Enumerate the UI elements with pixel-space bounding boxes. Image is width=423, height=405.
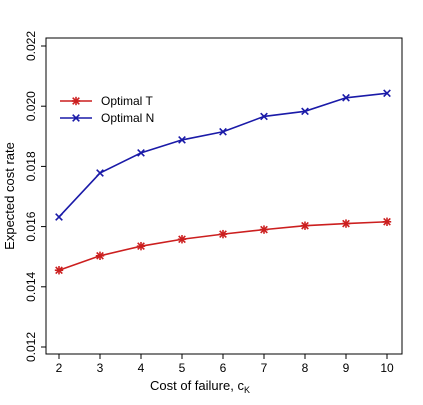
x-axis: 2 3 4 5 6 7 8 9 10 [56,354,394,375]
plot-frame [45,37,403,355]
data-point-cross [383,89,391,98]
data-point-asterisk [382,217,392,226]
y-axis: 0.012 0.014 0.016 0.018 0.020 0.022 [24,31,46,362]
data-point-cross [342,93,350,102]
data-point-asterisk [341,219,351,228]
data-point-asterisk [54,266,64,275]
data-point-cross [219,127,227,136]
y-axis-title: Expected cost rate [2,142,17,250]
data-point-asterisk [136,241,146,251]
y-tick-label: 0.020 [24,91,38,121]
x-tick-label: 5 [179,361,186,375]
data-point-asterisk [300,221,310,230]
x-tick-label: 3 [97,361,104,375]
legend-marker [71,96,81,106]
x-tick-label: 10 [380,361,394,375]
data-point-asterisk [177,235,187,244]
data-point-cross [137,148,145,157]
data-point-asterisk [95,251,105,260]
data-point-cross [301,107,309,116]
data-point-cross [260,112,268,121]
data-point-asterisk [259,225,269,234]
y-tick-label: 0.014 [24,271,38,301]
x-tick-label: 9 [343,361,350,375]
legend: Optimal T Optimal N [60,94,154,125]
series-line-asterisk [58,220,388,271]
x-tick-label: 2 [56,361,63,375]
x-tick-label: 4 [138,361,145,375]
legend-label: Optimal N [101,111,154,125]
x-tick-label: 8 [302,361,309,375]
data-point-cross [55,213,63,221]
legend-marker [72,114,80,122]
y-tick-label: 0.018 [24,151,38,181]
legend-label: Optimal T [101,94,153,108]
x-tick-label: 7 [261,361,268,375]
data-point-asterisk [218,229,228,239]
x-axis-title-main: Cost of failure, c [150,378,244,393]
x-axis-title-subscript: K [244,385,250,395]
x-tick-label: 6 [220,361,227,375]
y-tick-label: 0.022 [24,31,38,61]
series-layer [54,89,392,275]
y-tick-label: 0.016 [24,211,38,241]
x-axis-title: Cost of failure, cK [150,378,250,395]
data-point-cross [96,169,104,177]
y-tick-label: 0.012 [24,332,38,362]
data-point-cross [178,136,186,144]
